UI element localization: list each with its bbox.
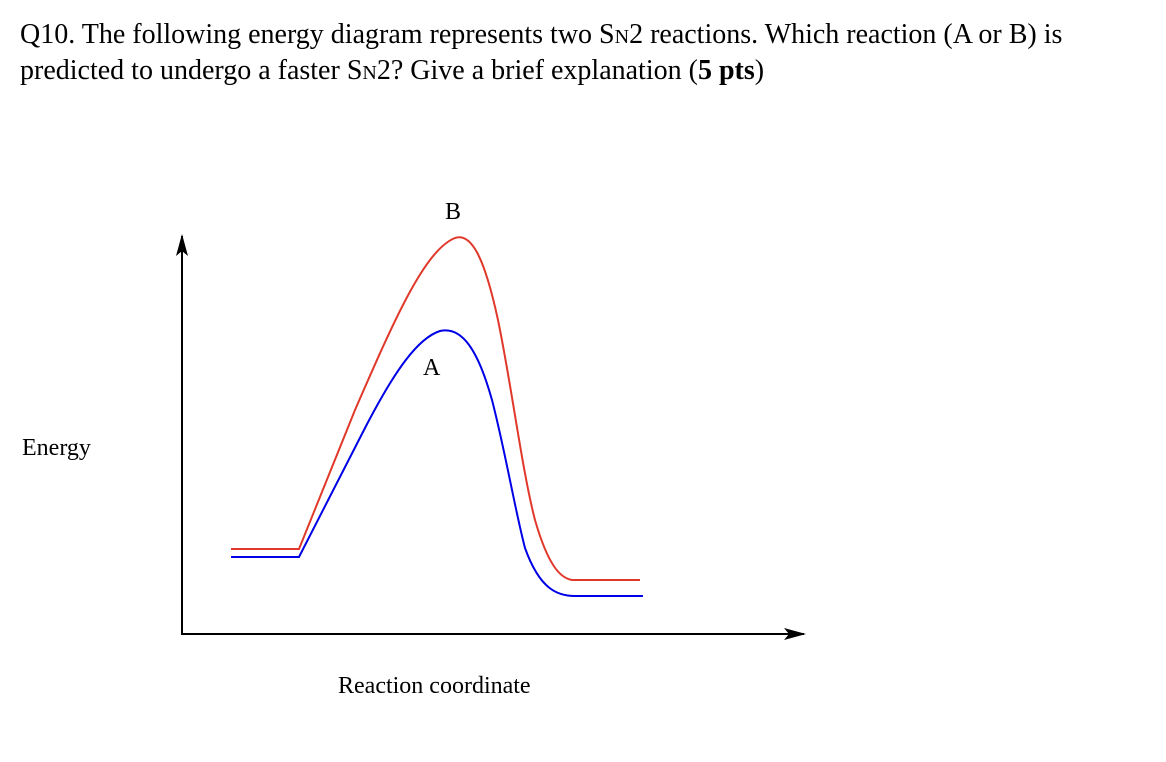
sn-letter-s: S (599, 19, 615, 50)
sn2-notation: SN (599, 19, 629, 50)
sn-letter-s-second: S (346, 55, 363, 86)
curve-a-label: A (423, 355, 441, 381)
question-prefix: Q10. The following energy diagram repres… (20, 19, 600, 50)
question-text: Q10. The following energy diagram repres… (20, 18, 1150, 90)
question-end: ) (754, 55, 765, 86)
curve-b-label: B (445, 199, 462, 225)
question-points: 5 pts (697, 55, 755, 86)
curve-b (231, 236, 640, 581)
question-middle: 2 reactions. Which reaction (A or B) is … (20, 19, 1063, 86)
y-axis-label: Energy (22, 435, 91, 461)
question-suffix: 2? Give a brief explanation ( (376, 55, 698, 86)
sn-letter-n-second: N (362, 62, 377, 84)
x-axis-label: Reaction coordinate (338, 673, 531, 699)
sn-letter-n: N (614, 26, 630, 48)
sn2-notation-second: SN (347, 55, 377, 86)
curve-a (231, 329, 643, 597)
